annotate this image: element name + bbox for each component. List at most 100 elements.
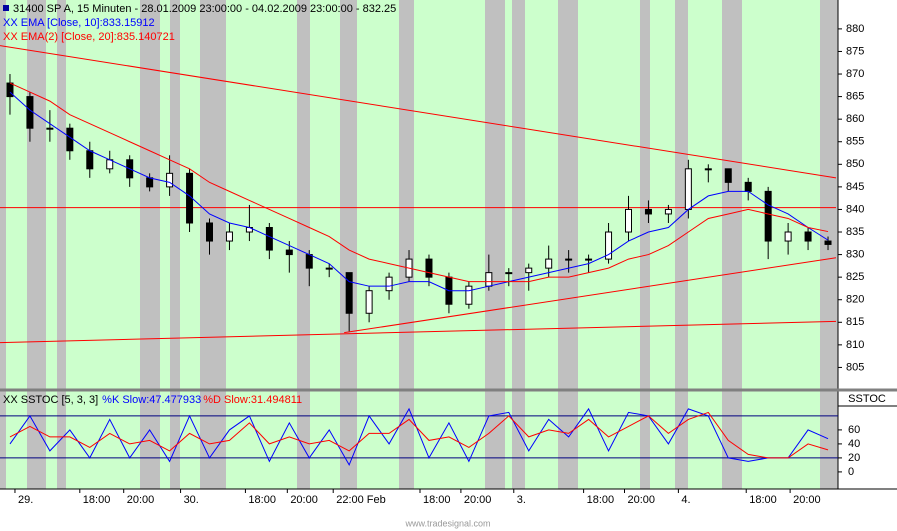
stripe-gray xyxy=(722,0,742,489)
trendline xyxy=(0,320,837,344)
x-tick-label: 20:00 xyxy=(464,494,492,506)
stripe-gray xyxy=(640,0,650,489)
y-tick-label: 840 xyxy=(846,203,864,215)
x-tick-label: 4. xyxy=(681,494,690,506)
y-tick-label: 835 xyxy=(846,226,864,238)
y-tick-label: 865 xyxy=(846,91,864,103)
ema-line xyxy=(9,82,829,283)
candle-body xyxy=(146,177,154,188)
title-marker xyxy=(3,5,9,11)
candle-body xyxy=(664,208,672,215)
stripe-gray xyxy=(170,0,180,489)
stripe-gray xyxy=(399,0,414,489)
x-tick-label: 20:00 xyxy=(793,494,821,506)
candle-body xyxy=(305,254,313,269)
x-tick-label: 30. xyxy=(184,494,199,506)
candle-body xyxy=(744,181,752,192)
y-tick-label: 20 xyxy=(848,452,860,464)
candle-body xyxy=(425,258,433,278)
y-tick-label: 815 xyxy=(846,316,864,328)
candle-body xyxy=(505,272,513,275)
y-tick-label: 860 xyxy=(846,113,864,125)
axis-area xyxy=(838,0,897,489)
candle-body xyxy=(625,208,632,233)
stripe-gray xyxy=(485,0,505,489)
candle-body xyxy=(345,272,353,314)
y-tick-label: 40 xyxy=(848,438,860,450)
candle-body xyxy=(206,222,213,242)
y-tick-label: 825 xyxy=(846,271,864,283)
candle-body xyxy=(465,285,473,305)
candle-body xyxy=(285,249,293,256)
y-tick-label: 820 xyxy=(846,294,864,306)
candle-body xyxy=(485,272,493,287)
stoch-title: XX SSTOC [5, 3, 3] xyxy=(3,394,98,406)
stripe-gray xyxy=(57,0,66,489)
trendline xyxy=(344,257,837,334)
candle-body xyxy=(265,227,273,251)
chart-title: 31400 SP A, 15 Minuten - 28.01.2009 23:0… xyxy=(13,3,396,15)
y-tick-label: 805 xyxy=(846,361,864,373)
y-tick-label: 855 xyxy=(846,136,864,148)
stripe-green xyxy=(0,0,838,489)
candle-body xyxy=(66,127,74,152)
candle-body xyxy=(804,231,812,242)
y-tick-label: 850 xyxy=(846,158,864,170)
session-stripes xyxy=(0,0,838,489)
y-tick-label: 830 xyxy=(846,248,864,260)
candle-body xyxy=(86,150,94,170)
y-tick-label: 870 xyxy=(846,68,864,80)
candle-body xyxy=(724,168,732,183)
candle-body xyxy=(26,96,34,129)
stripe-gray xyxy=(0,0,6,489)
candle-body xyxy=(644,208,652,215)
stripe-gray xyxy=(140,0,160,489)
x-tick-label: 29. xyxy=(18,494,33,506)
stripe-gray xyxy=(558,0,578,489)
legend-entry: XX EMA [Close, 10]:833.15912 xyxy=(3,17,155,29)
x-tick-label: 18:00 xyxy=(423,494,451,506)
stripe-gray xyxy=(675,0,688,489)
legend-entry: %K Slow:47.477933 xyxy=(102,394,201,406)
stripe-gray xyxy=(512,0,525,489)
trendline xyxy=(0,45,837,179)
x-tick-label: 20:00 xyxy=(127,494,155,506)
legend-entry: XX EMA(2) [Close, 20]:835.140721 xyxy=(3,31,175,43)
candle-body xyxy=(605,231,613,260)
stripe-gray xyxy=(297,0,310,489)
y-tick-label: 60 xyxy=(848,424,860,436)
stripe-gray xyxy=(200,0,226,489)
stripe-gray xyxy=(340,0,357,489)
x-tick-label: 18:00 xyxy=(83,494,111,506)
candle-body xyxy=(385,276,393,292)
x-tick-label: 20:00 xyxy=(290,494,318,506)
x-tick-label: 18:00 xyxy=(248,494,276,506)
candle-body xyxy=(784,231,792,242)
x-tick-label: 18:00 xyxy=(587,494,615,506)
candle-body xyxy=(764,190,772,242)
candle-body xyxy=(365,290,373,314)
y-tick-label: 875 xyxy=(846,45,864,57)
x-tick-label: 18:00 xyxy=(749,494,777,506)
candle-body xyxy=(565,258,573,261)
panel-label: SSTOC xyxy=(848,393,886,405)
candle-body xyxy=(824,240,832,245)
y-tick-label: 880 xyxy=(846,23,864,35)
candle-body xyxy=(225,231,233,242)
y-tick-label: 845 xyxy=(846,181,864,193)
ema-line xyxy=(9,91,829,292)
candle-body xyxy=(525,267,533,274)
candle-body xyxy=(585,258,593,261)
y-tick-label: 810 xyxy=(846,339,864,351)
x-tick-label: 20:00 xyxy=(628,494,656,506)
stoch-line xyxy=(9,407,829,467)
footer: www.tradesignal.com xyxy=(404,518,490,528)
legend-entry: %D Slow:31.494811 xyxy=(203,394,302,406)
candle-body xyxy=(325,267,333,270)
stoch-line xyxy=(9,411,829,459)
x-tick-label: 3. xyxy=(517,494,526,506)
y-tick-label: 0 xyxy=(848,466,854,478)
candle-body xyxy=(46,127,54,130)
candle-body xyxy=(545,258,553,269)
